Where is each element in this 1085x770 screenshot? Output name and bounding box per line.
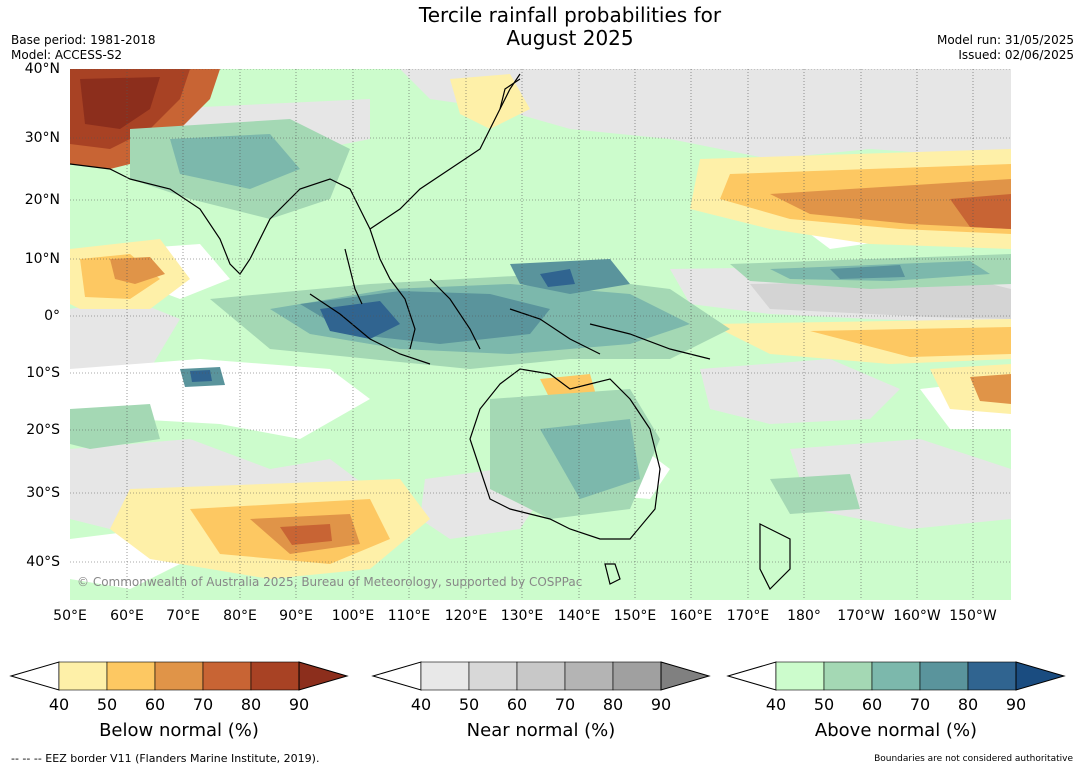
title-line-1: Tercile rainfall probabilities for <box>418 3 722 27</box>
colorbar-tick: 70 <box>909 695 931 714</box>
colorbar-tick: 80 <box>957 695 979 714</box>
lon-label: 170°E <box>726 608 770 624</box>
colorbar-tick: 70 <box>192 695 214 714</box>
lat-label: 20°N <box>24 192 60 208</box>
lon-label: 140°E <box>557 608 601 624</box>
colorbars <box>9 661 1066 691</box>
lon-label: 60°E <box>110 608 144 624</box>
lon-label: 130°E <box>500 608 544 624</box>
colorbar-tick: 60 <box>506 695 528 714</box>
colorbar-tick: 60 <box>861 695 883 714</box>
colorbar-title-above: Above normal (%) <box>814 720 978 741</box>
lon-label: 150°E <box>613 608 657 624</box>
model-run: Model run: 31/05/2025 <box>936 33 1074 47</box>
lat-label: 0° <box>44 308 60 324</box>
coastlines <box>70 73 791 591</box>
colorbar-tick: 50 <box>813 695 835 714</box>
map-title: Tercile rainfall probabilities for Augus… <box>0 4 1085 50</box>
colorbar-tick: 50 <box>96 695 118 714</box>
meta-left: Base period: 1981-2018 Model: ACCESS-S2 <box>11 33 156 63</box>
lat-label: 20°S <box>26 422 60 438</box>
probability-map <box>70 69 1011 600</box>
colorbar-tick: 90 <box>1005 695 1027 714</box>
eez-border-note: -- -- -- EEZ border V11 (Flanders Marine… <box>11 752 320 765</box>
lon-label: 180° <box>787 608 821 624</box>
lon-label: 160°W <box>893 608 941 624</box>
base-period: Base period: 1981-2018 <box>11 33 156 47</box>
gridlines <box>70 69 1011 600</box>
title-line-2: August 2025 <box>506 26 634 50</box>
colorbar-title-below: Below normal (%) <box>99 720 259 741</box>
lon-label: 150°W <box>949 608 997 624</box>
meta-right: Model run: 31/05/2025 Issued: 02/06/2025 <box>937 33 1074 63</box>
lon-label: 110°E <box>387 608 431 624</box>
colorbar-below-normal <box>9 661 349 691</box>
colorbar-tick: 80 <box>602 695 624 714</box>
colorbar-tick: 90 <box>288 695 310 714</box>
china-dry-region <box>70 69 220 169</box>
colorbar-tick: 90 <box>650 695 672 714</box>
colorbar-tick: 80 <box>240 695 262 714</box>
colorbar-title-near: Near normal (%) <box>466 720 616 741</box>
colorbar-tick: 40 <box>765 695 787 714</box>
model-name: Model: ACCESS-S2 <box>11 48 123 62</box>
lat-label: 10°S <box>26 365 60 381</box>
lon-label: 80°E <box>223 608 257 624</box>
lat-label: 40°S <box>26 554 60 570</box>
lat-label: 30°S <box>26 485 60 501</box>
colorbar-tick: 50 <box>458 695 480 714</box>
colorbar-tick: 40 <box>48 695 70 714</box>
copyright-notice: © Commonwealth of Australia 2025, Bureau… <box>77 575 583 589</box>
issued-date: Issued: 02/06/2025 <box>958 48 1074 62</box>
lon-label: 100°E <box>331 608 375 624</box>
lat-label: 10°N <box>24 251 60 267</box>
lon-label: 90°E <box>279 608 313 624</box>
lat-label: 40°N <box>24 61 60 77</box>
below-normal-areas <box>70 74 1011 579</box>
boundaries-disclaimer: Boundaries are not considered authoritat… <box>874 754 1073 764</box>
colorbar-tick: 40 <box>410 695 432 714</box>
lon-label: 170°W <box>837 608 885 624</box>
lon-label: 70°E <box>166 608 200 624</box>
lon-label: 160°E <box>669 608 713 624</box>
colorbar-above-normal <box>726 661 1066 691</box>
lon-label: 50°E <box>53 608 87 624</box>
colorbar-tick: 70 <box>554 695 576 714</box>
lon-label: 120°E <box>444 608 488 624</box>
lat-label: 30°N <box>24 130 60 146</box>
colorbar-tick: 60 <box>144 695 166 714</box>
colorbar-near-normal <box>371 661 711 691</box>
